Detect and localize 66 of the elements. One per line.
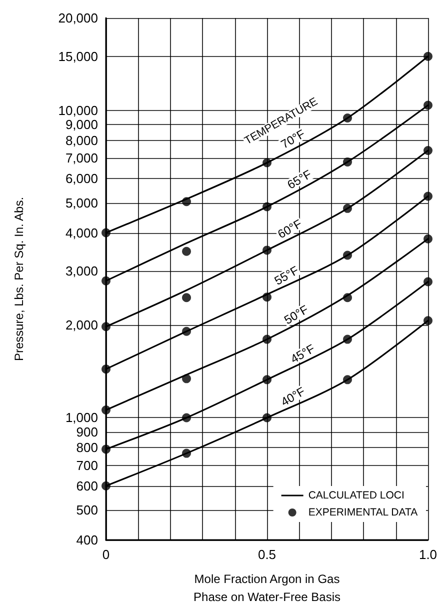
point xyxy=(182,374,191,384)
point xyxy=(343,375,352,384)
point xyxy=(424,316,432,326)
point xyxy=(262,413,272,422)
y-tick-label: 6,000 xyxy=(65,171,98,186)
point xyxy=(262,375,272,384)
y-tick-label: 700 xyxy=(76,458,98,473)
y-tick-label: 2,000 xyxy=(65,318,98,333)
y-tick-label: 3,000 xyxy=(65,264,98,279)
point xyxy=(102,276,110,286)
point xyxy=(182,246,191,256)
point xyxy=(262,246,272,255)
y-tick-label: 800 xyxy=(76,440,98,456)
point xyxy=(424,100,432,110)
point xyxy=(102,364,110,374)
y-tick-label: 20,000 xyxy=(58,10,98,26)
point xyxy=(262,202,272,212)
point xyxy=(343,114,352,123)
annotation: 40°F xyxy=(278,384,308,410)
point xyxy=(424,52,432,61)
point xyxy=(182,448,191,458)
point xyxy=(424,277,432,286)
point xyxy=(262,158,272,168)
point xyxy=(262,292,272,302)
point xyxy=(424,234,432,244)
y-tick-label: 500 xyxy=(76,502,98,518)
annotation: 45°F xyxy=(288,341,318,366)
point xyxy=(182,197,191,206)
point xyxy=(343,250,352,260)
point xyxy=(424,146,432,155)
annotation: 60°F xyxy=(275,216,304,242)
point xyxy=(343,157,352,166)
y-tick-label: 400 xyxy=(76,532,98,548)
y-tick-label: 15,000 xyxy=(58,48,98,64)
annotation: 55°F xyxy=(272,263,302,288)
point xyxy=(102,405,110,414)
point xyxy=(102,322,110,332)
y-tick-label: 10,000 xyxy=(58,102,98,118)
point xyxy=(182,326,191,336)
y-tick-label: 4,000 xyxy=(65,225,98,240)
x-tick-label: 0 xyxy=(102,547,110,562)
point xyxy=(262,334,272,344)
point xyxy=(102,228,110,238)
point xyxy=(182,413,191,422)
point xyxy=(343,204,352,213)
y-tick-label: 900 xyxy=(76,424,98,440)
point xyxy=(182,293,191,302)
annotation: 50°F xyxy=(282,302,311,328)
point xyxy=(424,192,432,201)
legend-label: EXPERIMENTAL DATA xyxy=(308,506,418,518)
y-axis-title: Pressure, Lbs. Per Sq. In. Abs. xyxy=(12,196,26,362)
annotation: 65°F xyxy=(284,167,314,192)
point xyxy=(102,481,110,490)
y-tick-label: 1,000 xyxy=(65,410,98,426)
y-tick-label: 7,000 xyxy=(65,150,98,166)
legend-label: CALCULATED LOCI xyxy=(308,490,404,502)
x-tick-label: 1.0 xyxy=(418,547,438,562)
point xyxy=(343,334,352,344)
y-tick-label: 5,000 xyxy=(65,195,98,210)
x-axis-title: Mole Fraction Argon in Gas Phase on Water-Free Basis xyxy=(194,572,340,604)
point xyxy=(102,444,110,454)
x-tick-label: 0.5 xyxy=(258,547,276,562)
y-tick-label: 8,000 xyxy=(65,132,98,148)
y-tick-label: 9,000 xyxy=(65,117,98,132)
point xyxy=(343,293,352,302)
y-tick-label: 600 xyxy=(76,478,98,494)
